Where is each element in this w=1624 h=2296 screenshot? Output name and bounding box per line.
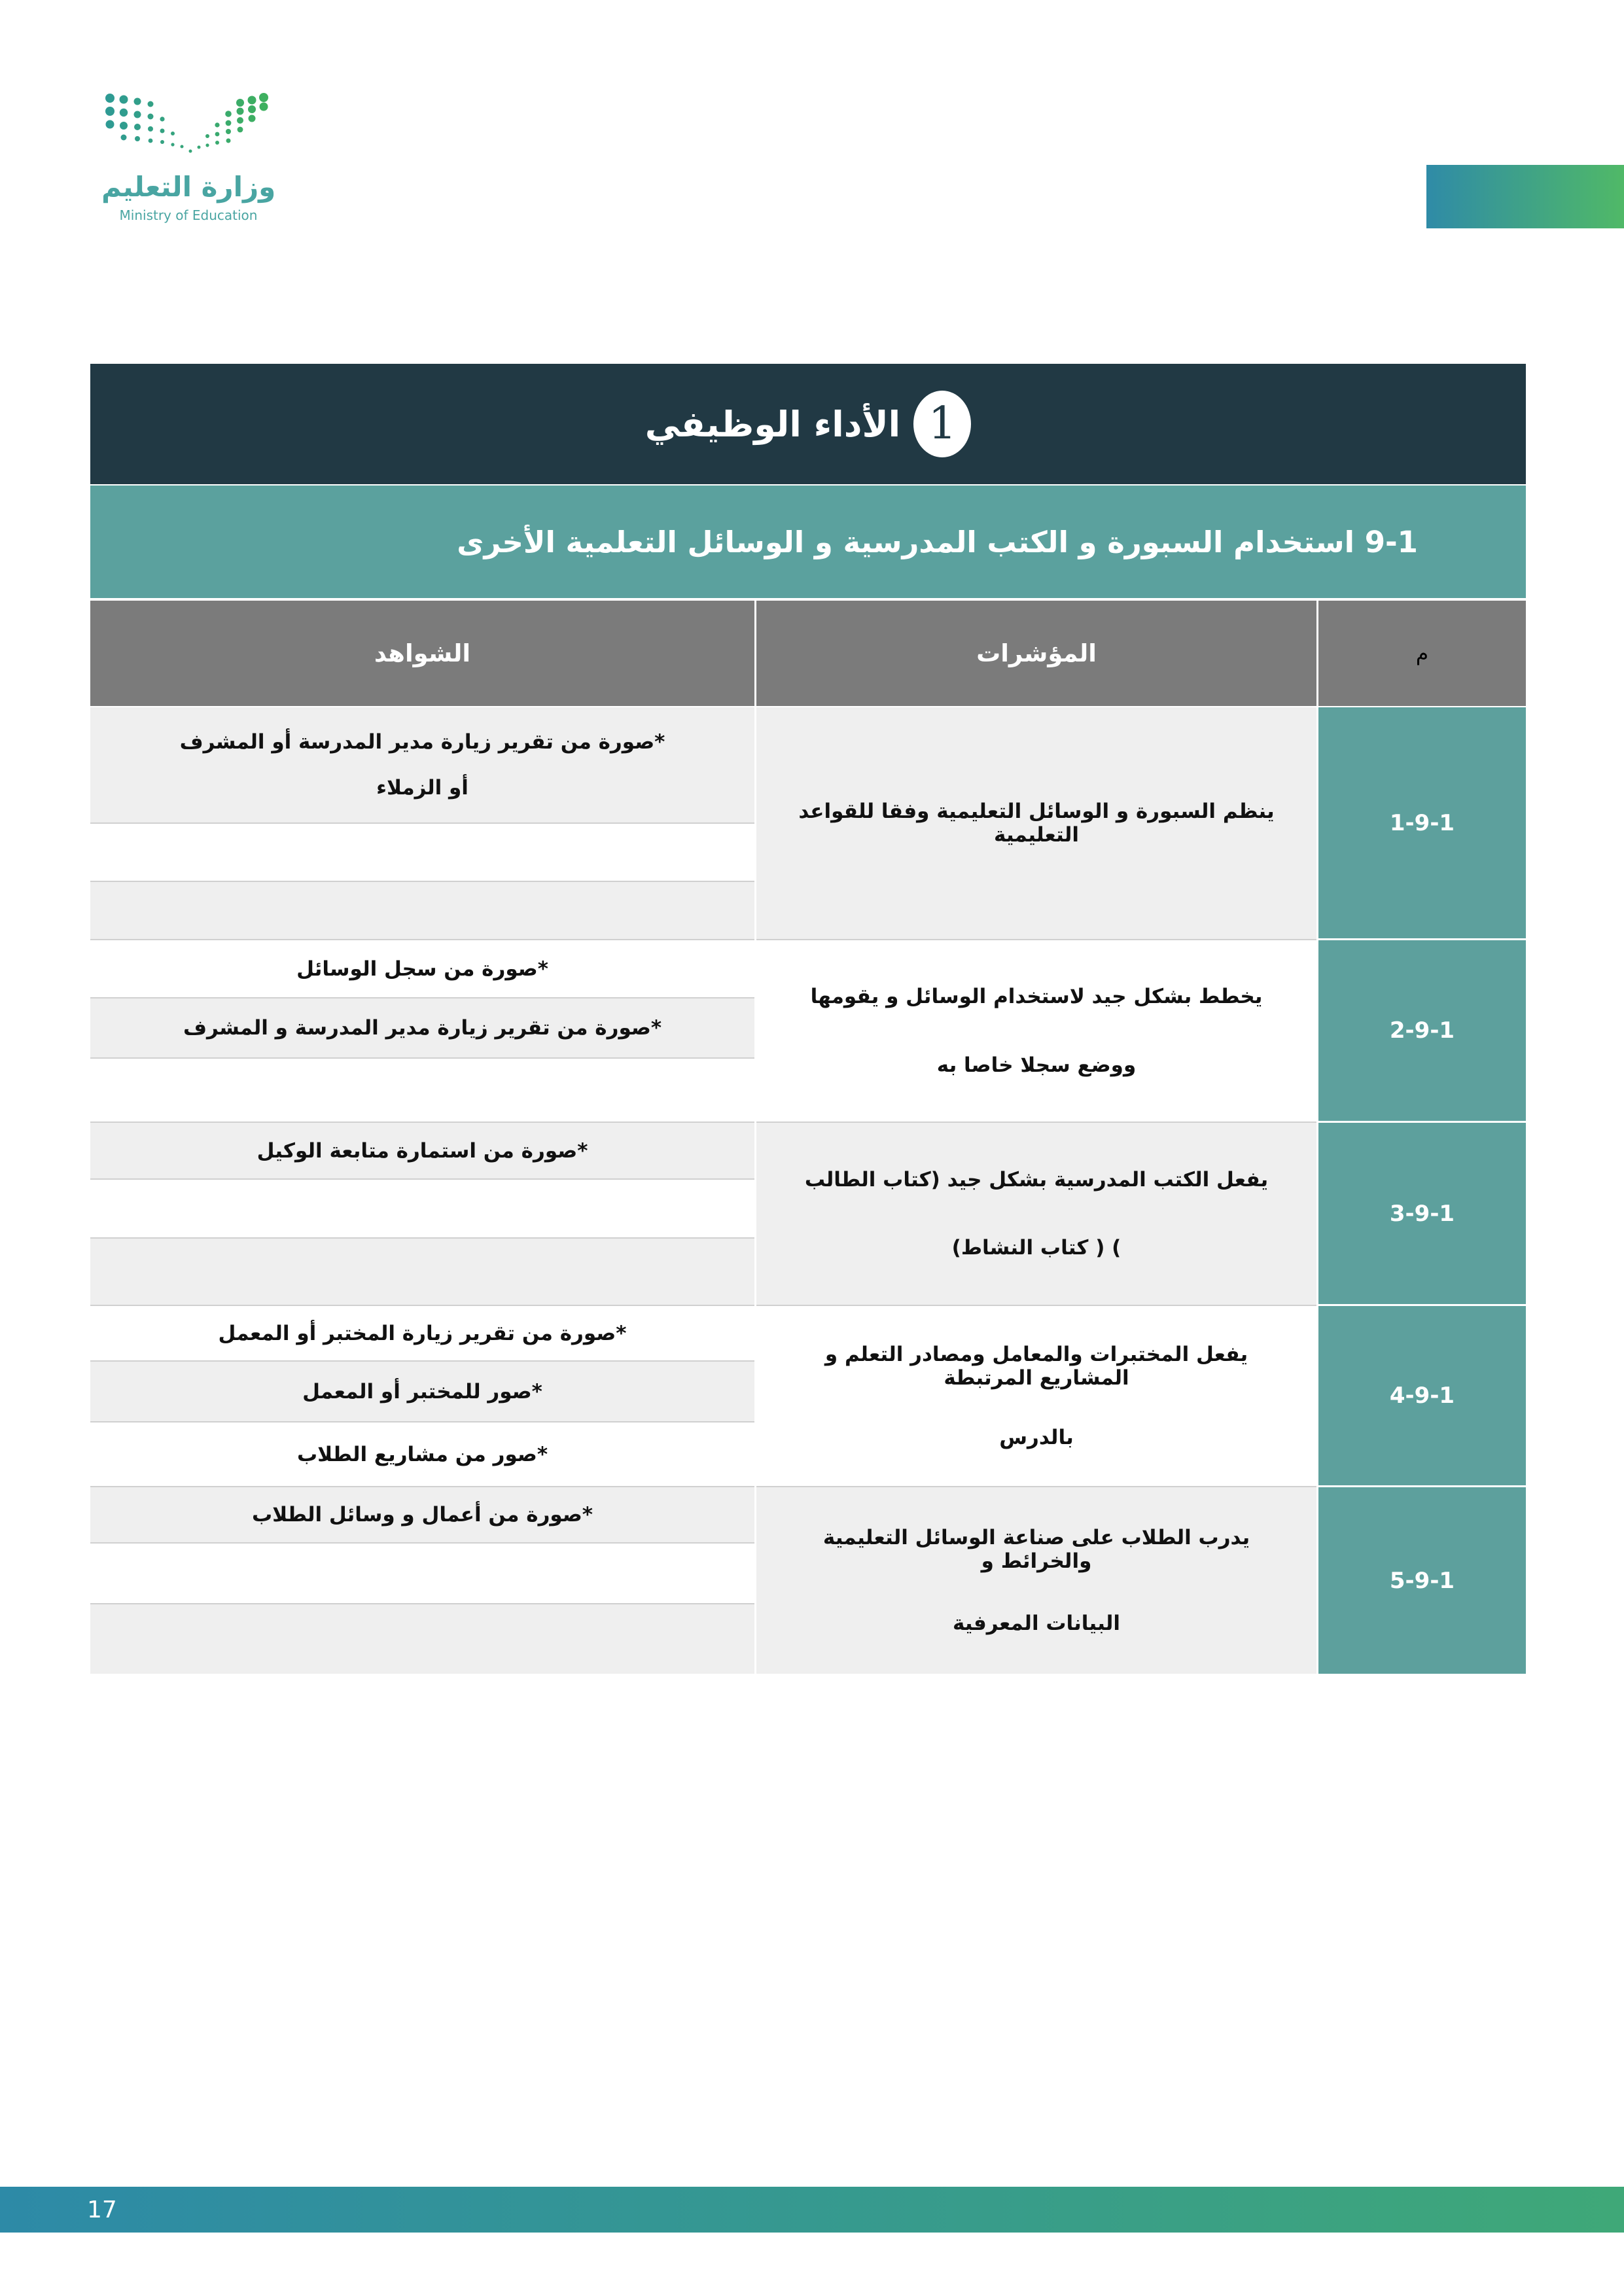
- indicators-column: ينظم السبورة و الوسائل التعليمية وفقا لل…: [756, 707, 1316, 1674]
- indicator-cell: يدرب الطلاب على صناعة الوسائل التعليمية …: [756, 1487, 1316, 1674]
- evidence-cell: [90, 882, 754, 939]
- evidence-column: *صورة من تقرير زيارة مدير المدرسة أو الم…: [90, 707, 754, 1674]
- evidence-line: *صور للمختبر أو المعمل: [302, 1379, 542, 1404]
- evidence-cell: *صورة من أعمال و وسائل الطلاب: [90, 1487, 754, 1542]
- logo-english-wordmark: Ministry of Education: [120, 207, 258, 223]
- indicator-cell: يخطط بشكل جيد لاستخدام الوسائل و يقومها …: [756, 940, 1316, 1122]
- evidence-line: *صورة من استمارة متابعة الوكيل: [256, 1139, 588, 1163]
- indicator-cell: ينظم السبورة و الوسائل التعليمية وفقا لل…: [756, 707, 1316, 939]
- column-header-indicators: المؤشرات: [756, 601, 1316, 706]
- section-title: الأداء الوظيفي: [644, 403, 901, 445]
- subsection-title: 9-1 استخدام السبورة و الكتب المدرسية و ا…: [457, 524, 1418, 559]
- indicator-num-cell: 3-9-1: [1318, 1123, 1526, 1304]
- evidence-cell: *صور من مشاريع الطلاب: [90, 1422, 754, 1486]
- evidence-cell: *صورة من تقرير زيارة مدير المدرسة أو الم…: [90, 707, 754, 822]
- evidence-cell: [90, 1059, 754, 1122]
- evidence-cell: *صورة من استمارة متابعة الوكيل: [90, 1123, 754, 1178]
- num-column: 1-9-1 2-9-1 3-9-1 4-9-1 5-9-1: [1318, 707, 1526, 1674]
- indicator-cell: يفعل المختبرات والمعامل ومصادر التعلم و …: [756, 1306, 1316, 1486]
- indicator-line: ) ( كتاب النشاط): [951, 1236, 1121, 1260]
- evidence-cell: *صورة من سجل الوسائل: [90, 940, 754, 997]
- evidence-line: *صورة من تقرير زيارة مدير المدرسة و المش…: [183, 1016, 662, 1040]
- evidence-cell: [90, 1239, 754, 1305]
- evidence-cell: [90, 1544, 754, 1603]
- evidence-line: *صورة من تقرير زيارة مدير المدرسة أو الم…: [179, 730, 665, 754]
- footer-bar: 17: [0, 2187, 1624, 2233]
- evidence-cell: *صورة من تقرير زيارة المختبر أو المعمل: [90, 1306, 754, 1360]
- logo-arabic-wordmark: وزارة التعليم: [103, 171, 275, 203]
- logo-dot-pattern: [105, 93, 268, 153]
- evidence-line: *صورة من أعمال و وسائل الطلاب: [251, 1503, 593, 1527]
- indicator-line: ووضع سجلا خاصا به: [936, 1053, 1137, 1077]
- column-header-num: م: [1318, 601, 1526, 706]
- column-header-evidence: الشواهد: [90, 601, 754, 706]
- evidence-cell: *صور للمختبر أو المعمل: [90, 1362, 754, 1421]
- moe-dots-logo-icon: وزارة التعليم Ministry of Education: [101, 93, 275, 223]
- indicator-line: ينظم السبورة و الوسائل التعليمية وفقا لل…: [798, 800, 1275, 847]
- evidence-line: *صورة من تقرير زيارة المختبر أو المعمل: [218, 1321, 627, 1345]
- top-right-accent-bar: [1426, 165, 1624, 228]
- page-number: 17: [87, 2196, 117, 2223]
- indicator-line: بالدرس: [999, 1426, 1074, 1450]
- indicator-cell: يفعل الكتب المدرسية بشكل جيد (كتاب الطال…: [756, 1123, 1316, 1305]
- indicator-line: يدرب الطلاب على صناعة الوسائل التعليمية …: [822, 1526, 1250, 1573]
- evidence-cell: *صورة من تقرير زيارة مدير المدرسة و المش…: [90, 998, 754, 1057]
- evidence-line: *صور من مشاريع الطلاب: [296, 1442, 548, 1466]
- indicator-num-cell: 2-9-1: [1318, 940, 1526, 1121]
- section-number: 1: [928, 398, 957, 450]
- indicator-line: يفعل المختبرات والمعامل ومصادر التعلم و …: [824, 1342, 1248, 1390]
- evidence-line: أو الزملاء: [376, 776, 468, 800]
- indicator-num-cell: 5-9-1: [1318, 1487, 1526, 1674]
- evidence-line: *صورة من سجل الوسائل: [296, 957, 548, 981]
- evidence-cell: [90, 824, 754, 881]
- evidence-cell: [90, 1180, 754, 1237]
- indicator-line: يخطط بشكل جيد لاستخدام الوسائل و يقومها: [810, 985, 1263, 1009]
- indicator-num-cell: 1-9-1: [1318, 707, 1526, 938]
- indicator-line: البيانات المعرفية: [952, 1612, 1121, 1635]
- section-number-badge: 1: [913, 391, 972, 457]
- ministry-of-education-logo: وزارة التعليم Ministry of Education: [101, 90, 275, 231]
- section-header-band: 1 الأداء الوظيفي: [90, 364, 1526, 484]
- indicator-line: يفعل الكتب المدرسية بشكل جيد (كتاب الطال…: [804, 1167, 1269, 1192]
- evidence-cell: [90, 1604, 754, 1674]
- subsection-header-band: 9-1 استخدام السبورة و الكتب المدرسية و ا…: [90, 486, 1526, 598]
- indicator-num-cell: 4-9-1: [1318, 1306, 1526, 1485]
